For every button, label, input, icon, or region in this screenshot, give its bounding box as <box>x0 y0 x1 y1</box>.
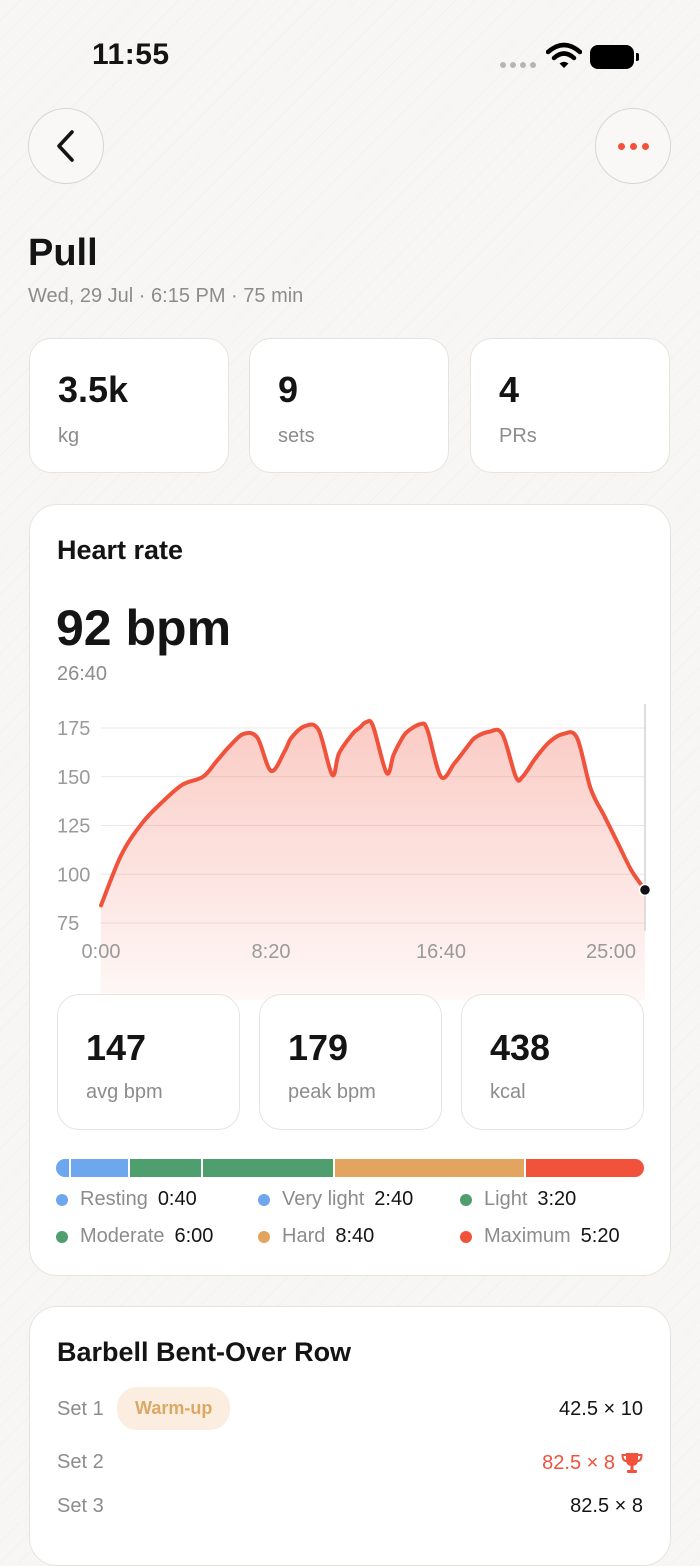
set-value-pr: 82.5 × 8 <box>542 1451 643 1475</box>
y-tick-label: 75 <box>57 913 79 935</box>
set-label: Set 2 <box>57 1451 104 1473</box>
set-weight-reps: 42.5 × 10 <box>559 1398 643 1420</box>
back-button[interactable] <box>28 108 104 184</box>
y-tick-label: 125 <box>57 816 90 838</box>
set-label: Set 1 <box>57 1398 104 1420</box>
set-weight-reps: 82.5 × 8 <box>542 1451 615 1474</box>
zone-duration: 3:20 <box>537 1188 577 1210</box>
more-dots-icon <box>617 142 649 150</box>
zone-dot <box>258 1230 270 1243</box>
zone-legend-resting: Resting 0:40 <box>56 1188 197 1211</box>
zone-segment-maximum <box>526 1159 644 1177</box>
trophy-icon <box>621 1453 643 1473</box>
heart-rate-current-time: 26:40 <box>57 663 108 685</box>
stat-value: 3.5k <box>58 369 129 410</box>
zone-duration: 0:40 <box>157 1188 197 1210</box>
zone-segment-light <box>129 1159 204 1177</box>
zone-legend-light: Light 3:20 <box>460 1188 576 1211</box>
stat-value: 4 <box>499 369 520 410</box>
set-value: 42.5 × 10 <box>559 1398 643 1421</box>
x-tick-label: 25:00 <box>586 941 636 963</box>
x-tick-label: 8:20 <box>252 941 291 963</box>
zone-legend-maximum: Maximum 5:20 <box>460 1225 620 1248</box>
peak-bpm-label: peak bpm <box>288 1081 376 1103</box>
workout-subtitle: Wed, 29 Jul · 6:15 PM · 75 min <box>28 285 304 307</box>
stat-value: 9 <box>278 369 299 410</box>
zone-dot <box>460 1193 472 1206</box>
heart-rate-line <box>99 718 647 908</box>
heart-rate-current-value: 92 bpm <box>56 600 232 656</box>
zone-duration: 2:40 <box>374 1188 414 1210</box>
stat-card-volume: 3.5k kg <box>29 338 229 473</box>
heart-rate-chart[interactable]: 75 100 125 150 175 0:00 8:20 16:40 25:00 <box>30 700 670 1000</box>
set-weight-reps: 82.5 × 8 <box>570 1495 643 1517</box>
peak-bpm-card: 179 peak bpm <box>259 994 442 1130</box>
stat-label: PRs <box>499 425 537 447</box>
zone-legend-moderate: Moderate 6:00 <box>56 1225 213 1248</box>
avg-bpm-label: avg bpm <box>86 1081 163 1103</box>
x-tick-label: 0:00 <box>82 941 121 963</box>
chart-cursor-point <box>638 883 652 897</box>
set-value: 82.5 × 8 <box>570 1495 643 1518</box>
stat-label: sets <box>278 425 315 447</box>
zone-name: Maximum <box>484 1225 571 1247</box>
zone-name: Very light <box>282 1188 365 1210</box>
stat-card-sets: 9 sets <box>249 338 449 473</box>
zone-legend-very-light: Very light 2:40 <box>258 1188 413 1211</box>
zone-name: Moderate <box>80 1225 165 1247</box>
status-time: 11:55 <box>92 38 170 71</box>
battery-icon <box>590 45 639 69</box>
stat-card-prs: 4 PRs <box>470 338 670 473</box>
zone-duration: 8:40 <box>335 1225 375 1247</box>
heart-rate-area <box>101 720 645 1000</box>
exercise-card[interactable]: Barbell Bent-Over Row Set 1 Warm-up 42.5… <box>29 1306 671 1566</box>
chevron-left-icon <box>57 130 74 162</box>
kcal-card: 438 kcal <box>461 994 644 1130</box>
zone-dot <box>56 1230 68 1243</box>
more-options-button[interactable] <box>595 108 671 184</box>
y-tick-label: 175 <box>57 718 90 740</box>
peak-bpm-value: 179 <box>288 1027 349 1068</box>
y-tick-label: 100 <box>57 864 90 886</box>
zone-segment-hard <box>335 1159 527 1177</box>
zone-name: Resting <box>80 1188 148 1210</box>
kcal-value: 438 <box>490 1027 551 1068</box>
wifi-icon <box>546 42 582 68</box>
heart-rate-card: Heart rate 92 bpm 26:40 75 100 125 150 175 0… <box>29 504 671 1276</box>
heart-rate-title: Heart rate <box>57 535 184 565</box>
zone-name: Light <box>484 1188 528 1210</box>
zone-name: Hard <box>282 1225 326 1247</box>
warmup-badge: Warm-up <box>117 1387 231 1430</box>
zone-duration: 5:20 <box>580 1225 620 1247</box>
avg-bpm-value: 147 <box>86 1027 147 1068</box>
exercise-title: Barbell Bent-Over Row <box>57 1337 352 1367</box>
page-title: Pull <box>28 232 98 274</box>
zone-dot <box>258 1193 270 1206</box>
zone-segment-moderate <box>203 1159 336 1177</box>
avg-bpm-card: 147 avg bpm <box>57 994 240 1130</box>
heart-rate-zone-bar <box>56 1159 644 1177</box>
zone-segment-resting <box>56 1159 71 1177</box>
zone-segment-very-light <box>70 1159 130 1177</box>
zone-dot <box>56 1193 68 1206</box>
x-tick-label: 16:40 <box>416 941 466 963</box>
cellular-signal-icon <box>500 62 536 68</box>
zone-duration: 6:00 <box>174 1225 214 1247</box>
y-tick-label: 150 <box>57 767 90 789</box>
zone-dot <box>460 1230 472 1243</box>
set-label: Set 3 <box>57 1495 104 1517</box>
kcal-label: kcal <box>490 1081 526 1103</box>
zone-legend-hard: Hard 8:40 <box>258 1225 374 1248</box>
stat-label: kg <box>58 425 80 447</box>
